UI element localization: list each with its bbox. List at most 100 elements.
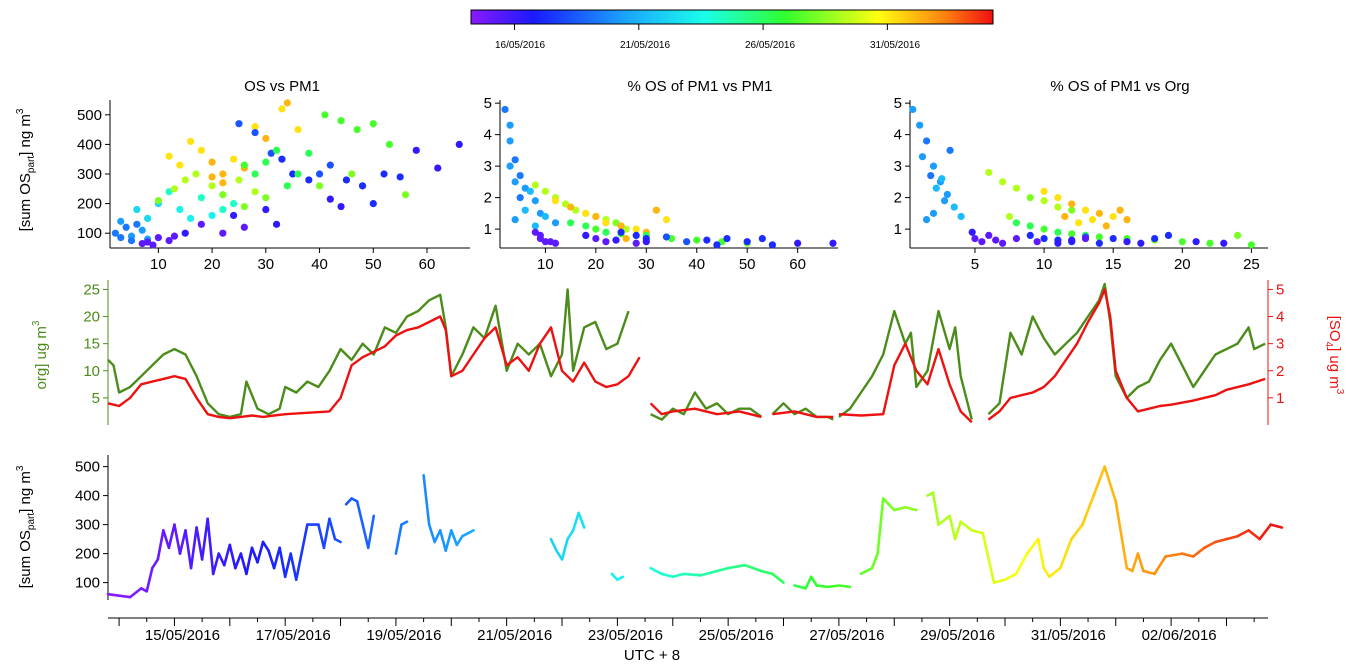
os-series-line <box>449 529 459 547</box>
panel-os-pct-vs-pm1-title: % OS of PM1 vs PM1 <box>627 78 772 95</box>
x-tick-label: 50 <box>739 256 756 273</box>
data-point <box>192 170 200 178</box>
data-point <box>208 182 216 190</box>
data-point <box>385 140 394 148</box>
data-point <box>992 236 1000 244</box>
data-point <box>526 187 534 195</box>
y-tick-label: 4 <box>894 127 902 144</box>
data-point <box>251 170 259 178</box>
data-point <box>592 212 600 221</box>
os-series-line <box>1059 537 1073 570</box>
os-series-line <box>1114 500 1129 570</box>
y-tick-label: 2 <box>484 190 492 207</box>
data-point <box>240 223 248 231</box>
data-point <box>531 197 539 205</box>
data-point <box>794 239 802 247</box>
os-series-line <box>1014 552 1029 576</box>
data-point <box>117 234 125 242</box>
data-point <box>229 155 238 163</box>
data-point <box>511 216 519 224</box>
data-point <box>1075 219 1083 227</box>
os-series-line <box>981 531 996 584</box>
org-series-line <box>838 309 973 420</box>
data-point <box>235 120 243 128</box>
data-point <box>165 152 173 160</box>
data-point <box>208 211 216 220</box>
os-series-line <box>610 572 619 582</box>
data-point <box>1005 212 1014 221</box>
data-point <box>541 212 550 221</box>
os-series-line <box>195 526 204 561</box>
data-point <box>950 203 958 211</box>
os-series-line <box>616 575 625 582</box>
org-series-line <box>107 288 630 419</box>
os-series-line <box>1092 465 1106 497</box>
os-series-line <box>234 552 243 570</box>
os-series-line <box>1153 555 1167 576</box>
os-series-line <box>278 546 287 579</box>
x-tick-label: 20 <box>588 256 605 273</box>
os-series-line <box>660 572 675 579</box>
data-point <box>662 233 671 241</box>
data-point <box>683 238 691 246</box>
data-point <box>342 176 351 184</box>
data-point <box>186 137 195 146</box>
data-point <box>632 225 640 233</box>
data-point <box>506 162 514 170</box>
data-point <box>149 241 157 249</box>
data-point <box>283 99 291 107</box>
data-point <box>138 239 146 248</box>
data-point <box>165 188 173 196</box>
data-point <box>154 234 162 242</box>
os-series-line <box>272 546 281 570</box>
SO4-series-line <box>107 315 641 420</box>
os-series-line <box>682 572 702 577</box>
org-series-line <box>650 391 763 421</box>
data-point <box>929 162 938 170</box>
data-point <box>1081 206 1090 214</box>
data-point <box>582 222 590 230</box>
x-tick-label: 31/05/2016 <box>1031 627 1106 644</box>
x-tick-label: 10 <box>1036 256 1053 273</box>
os-series-line <box>887 502 896 512</box>
panel-os-timeseries-plot: 100 200 300 400 500 15/05/2016 17/05/2016 19/05… <box>75 455 1284 644</box>
os-series-line <box>948 514 957 541</box>
y-tick-label: 3 <box>894 158 902 175</box>
os-series-line <box>189 526 198 570</box>
panel-os-pct-vs-org: % OS of PM1 vs Org 1 2 3 4 5 5 10 15 20 25 <box>894 78 1268 273</box>
data-point <box>551 219 560 227</box>
os-series-line <box>438 529 448 553</box>
data-point <box>1102 222 1110 230</box>
os-series-line <box>760 569 774 576</box>
panel-os-pct-vs-org-title: % OS of PM1 vs Org <box>1050 78 1189 95</box>
y-tick-label: 2 <box>894 190 902 207</box>
data-point <box>1095 239 1103 247</box>
x-tick-label: 15 <box>1105 256 1122 273</box>
data-point <box>943 190 951 199</box>
data-point <box>713 241 721 249</box>
data-point <box>940 197 949 205</box>
data-point <box>1137 239 1145 247</box>
data-point <box>181 176 189 184</box>
data-point <box>197 194 205 202</box>
os-series-line <box>876 497 885 555</box>
data-point <box>294 170 302 178</box>
x-tick-label: 5 <box>971 256 979 273</box>
data-point <box>1033 238 1041 246</box>
data-point <box>918 153 927 161</box>
so4-axis-label: [SO4] ug m3 <box>1323 316 1345 395</box>
x-tick-label: 10 <box>537 256 554 273</box>
data-point <box>337 202 345 211</box>
SO4-series-line <box>649 402 762 419</box>
data-point <box>138 226 146 234</box>
os-series-line <box>1103 465 1118 503</box>
os-series-line <box>1025 537 1040 555</box>
data-point <box>262 158 270 166</box>
data-point <box>541 187 550 195</box>
os-series-line <box>211 552 221 576</box>
data-point <box>985 231 993 240</box>
os-series-line <box>466 529 475 535</box>
os-series-line <box>239 552 248 576</box>
data-point <box>1095 233 1103 241</box>
data-point <box>501 105 509 114</box>
